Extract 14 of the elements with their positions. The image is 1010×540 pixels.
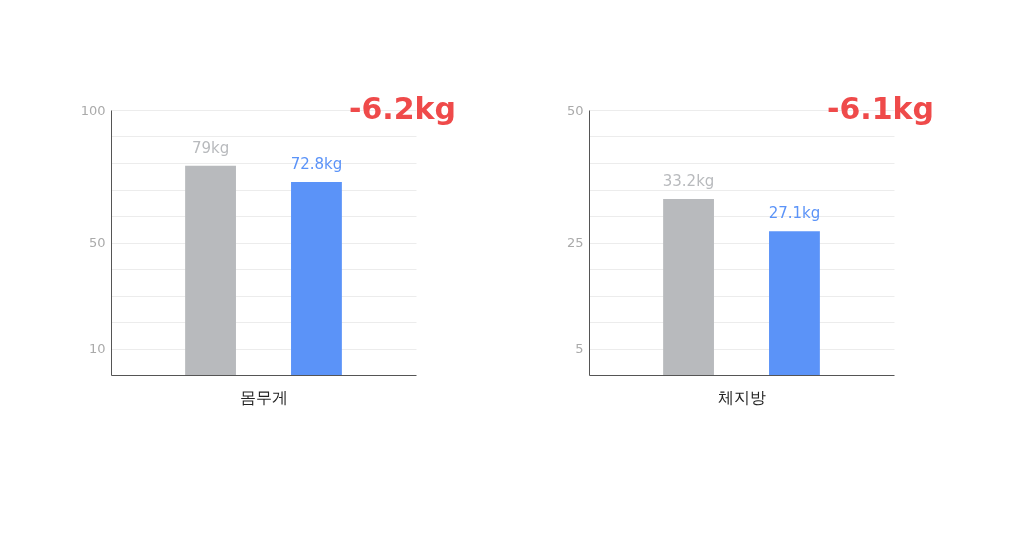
x-axis-title: 몸무게 [240, 387, 288, 407]
y-tick-label: 100 [80, 102, 106, 118]
y-tick-label: 50 [88, 235, 106, 250]
data-label: 72.8kg [290, 155, 343, 174]
annotation: -6.1kg [826, 91, 934, 126]
data-label: 33.2kg [662, 172, 715, 191]
data-label: 79kg [191, 138, 230, 157]
annotation: -6.2kg [348, 91, 456, 126]
x-axis-title: 체지방 [718, 387, 766, 407]
y-tick-label: 5 [575, 341, 584, 356]
y-tick-label: 10 [88, 341, 106, 356]
y-tick-label: 50 [566, 102, 584, 118]
y-tick-label: 25 [566, 235, 584, 250]
data-label: 27.1kg [768, 204, 821, 223]
